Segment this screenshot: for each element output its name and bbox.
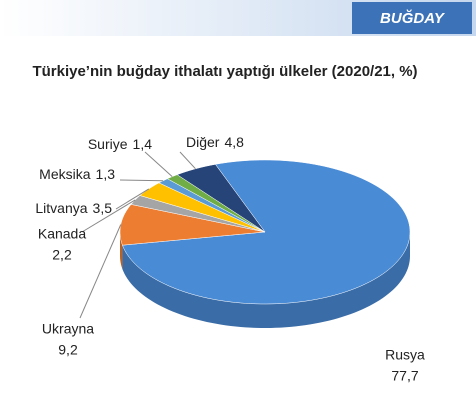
slice-value: 77,7 [391,368,418,384]
slice-value: 4,8 [224,134,244,150]
leader-line [179,151,196,170]
slice-side [120,232,123,270]
slice-name: Diğer [186,134,220,150]
slice-value: 3,5 [93,200,113,216]
slice-value: 9,2 [58,342,78,358]
chart-title: Türkiye’nin buğday ithalatı yaptığı ülke… [32,63,417,80]
leader-line [115,188,150,210]
slice-name: Kanada [38,226,86,242]
slice [122,159,411,305]
slice-label: Diğer 4,8 [186,134,244,150]
slice-name: Rusya [385,347,425,363]
slice-value: 1,4 [133,136,153,152]
leader-line [81,199,136,233]
slice-value: 1,3 [96,166,116,182]
header-title: BUĞDAY [380,9,446,27]
leader-line [119,179,164,182]
leader-line [79,224,122,319]
slice-name: Ukrayna [42,321,94,337]
slice-name: Litvanya [35,200,87,216]
slice-name: Meksika [39,166,91,182]
slice-label: Suriye 1,4 [88,136,152,152]
header-box [352,2,472,34]
slice-label: Litvanya 3,5 [35,200,112,216]
slice-side [122,232,410,328]
slice [176,164,266,233]
leader-line [144,151,173,178]
slice [119,204,266,246]
slice-label: Meksika 1,3 [39,166,115,182]
slice-value: 2,2 [52,247,72,263]
slice-name: Suriye [88,136,128,152]
slice [139,182,266,233]
